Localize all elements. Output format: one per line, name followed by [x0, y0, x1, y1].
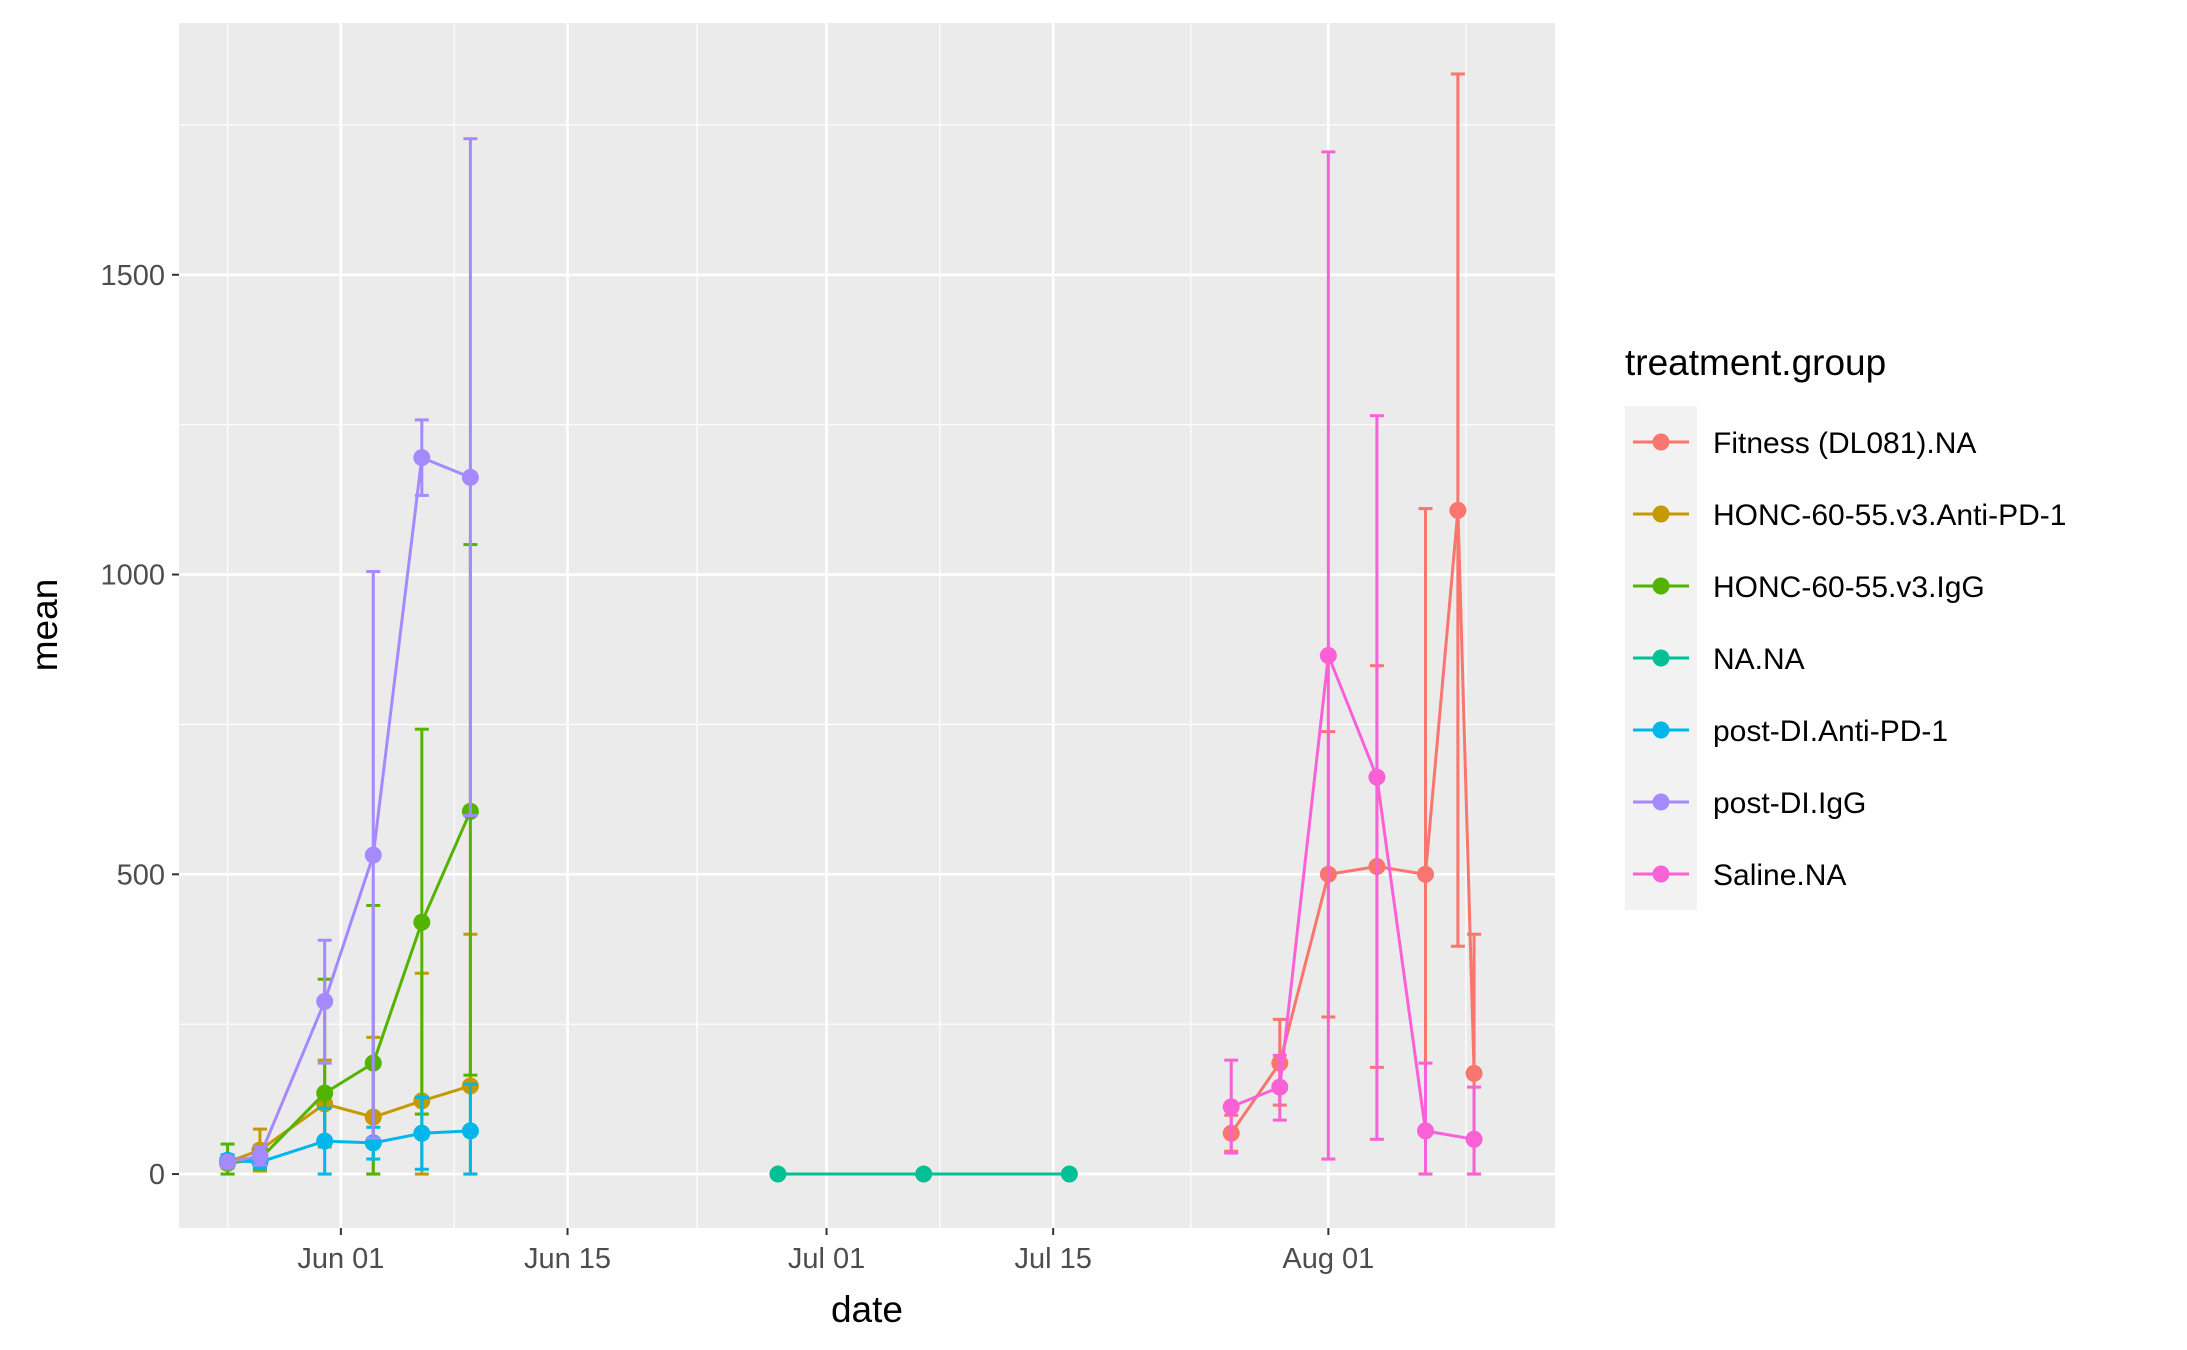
x-tick-label: Jun 01 [297, 1243, 384, 1275]
data-point [1271, 1078, 1289, 1096]
legend-key-point [1652, 649, 1670, 667]
data-point [413, 1124, 431, 1142]
legend-key-point [1652, 433, 1670, 451]
data-point [316, 1084, 334, 1102]
legend-entry-label: HONC-60-55.v3.IgG [1713, 571, 1985, 604]
data-point [1465, 1130, 1483, 1148]
data-point [461, 1122, 479, 1140]
legend-key-point [1652, 793, 1670, 811]
legend-entry-label: HONC-60-55.v3.Anti-PD-1 [1713, 499, 2066, 532]
y-axis-title: mean [24, 579, 65, 672]
data-point [461, 468, 479, 486]
legend-key-point [1652, 577, 1670, 595]
grid-lines [179, 23, 1555, 1228]
y-tick-label: 0 [149, 1159, 165, 1191]
series-group [219, 137, 479, 1171]
data-point [1319, 646, 1337, 664]
data-point [316, 992, 334, 1010]
x-tick-label: Jul 15 [1014, 1243, 1091, 1275]
data-point [1449, 501, 1467, 519]
data-point [1416, 1122, 1434, 1140]
legend-entry-label: post-DI.Anti-PD-1 [1713, 715, 1948, 748]
data-point [316, 1132, 334, 1150]
legend-entry-label: Fitness (DL081).NA [1713, 427, 1976, 460]
data-point [413, 913, 431, 931]
legend-entry-label: post-DI.IgG [1713, 787, 1866, 820]
x-axis-title: date [831, 1289, 903, 1330]
series-layer [219, 72, 1483, 1183]
legend-entry-label: Saline.NA [1713, 859, 1846, 892]
legend-key-point [1652, 505, 1670, 523]
series-group [769, 1165, 1078, 1183]
data-point [364, 846, 382, 864]
axes: 0 500 1000 1500 Jun 01 Jun 15 Jul 01 Jul 15 Aug … [100, 260, 1374, 1275]
data-point [413, 449, 431, 467]
data-point [769, 1165, 787, 1183]
x-tick-label: Jun 15 [524, 1243, 611, 1275]
legend: treatment.group Fitness (DL081).NA HONC-6… [1625, 342, 2066, 910]
x-tick-label: Jul 01 [788, 1243, 865, 1275]
data-point [1222, 1098, 1240, 1116]
legend-entry-label: NA.NA [1713, 643, 1805, 676]
data-point [915, 1165, 933, 1183]
series-group [1222, 150, 1483, 1176]
legend-key-point [1652, 721, 1670, 739]
data-point [219, 1153, 237, 1171]
y-tick-label: 1500 [100, 260, 165, 292]
data-point [1416, 865, 1434, 883]
data-point [1465, 1064, 1483, 1082]
y-tick-label: 500 [117, 859, 165, 891]
legend-title: treatment.group [1625, 342, 1886, 383]
legend-key-point [1652, 865, 1670, 883]
x-tick-label: Aug 01 [1282, 1243, 1374, 1275]
y-tick-label: 1000 [100, 560, 165, 592]
data-point [251, 1147, 269, 1165]
data-point [1368, 768, 1386, 786]
plot-panel [179, 23, 1555, 1228]
data-point [1060, 1165, 1078, 1183]
